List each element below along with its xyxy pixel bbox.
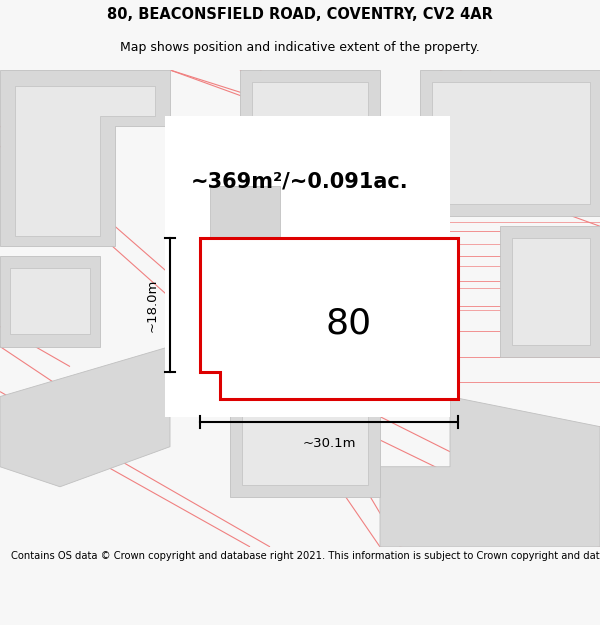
- Polygon shape: [380, 397, 600, 547]
- Text: Contains OS data © Crown copyright and database right 2021. This information is : Contains OS data © Crown copyright and d…: [11, 551, 600, 561]
- Polygon shape: [165, 116, 450, 417]
- Polygon shape: [230, 397, 380, 497]
- Polygon shape: [420, 70, 600, 216]
- Polygon shape: [500, 226, 600, 356]
- Polygon shape: [252, 82, 368, 146]
- Polygon shape: [0, 70, 170, 246]
- Text: ~18.0m: ~18.0m: [146, 278, 158, 332]
- Text: Map shows position and indicative extent of the property.: Map shows position and indicative extent…: [120, 41, 480, 54]
- Polygon shape: [242, 409, 368, 485]
- Text: 80: 80: [326, 306, 372, 341]
- Polygon shape: [200, 238, 458, 399]
- Text: 80, BEACONSFIELD ROAD, COVENTRY, CV2 4AR: 80, BEACONSFIELD ROAD, COVENTRY, CV2 4AR: [107, 7, 493, 22]
- Polygon shape: [0, 256, 100, 346]
- Text: ~30.1m: ~30.1m: [302, 437, 356, 450]
- Text: ~369m²/~0.091ac.: ~369m²/~0.091ac.: [191, 171, 409, 191]
- Polygon shape: [512, 238, 590, 344]
- Polygon shape: [10, 268, 90, 334]
- Polygon shape: [0, 346, 170, 487]
- Polygon shape: [210, 186, 280, 321]
- Polygon shape: [15, 86, 155, 236]
- Polygon shape: [240, 70, 380, 156]
- Polygon shape: [432, 82, 590, 204]
